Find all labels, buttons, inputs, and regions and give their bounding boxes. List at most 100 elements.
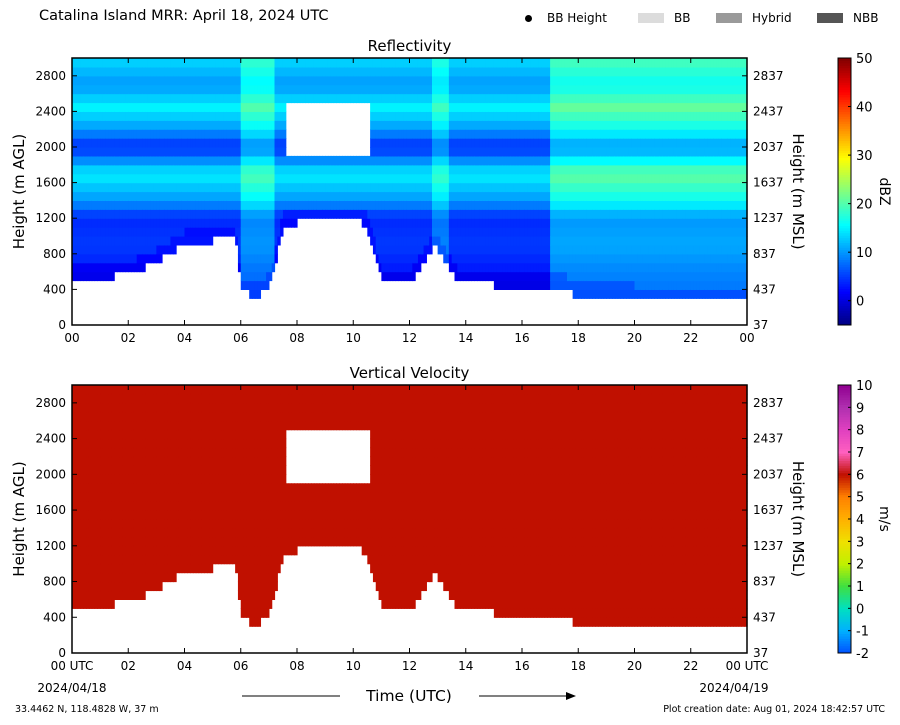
data-cell — [114, 236, 118, 246]
data-cell — [147, 58, 152, 68]
data-cell — [86, 182, 90, 193]
data-cell — [147, 93, 152, 104]
data-cell — [91, 102, 96, 112]
data-cell — [117, 182, 121, 193]
data-cell — [164, 209, 169, 219]
data-cell — [128, 102, 132, 112]
data-cell — [105, 164, 110, 175]
data-cell — [74, 138, 79, 148]
data-cell — [97, 155, 101, 166]
data-cell — [94, 102, 98, 112]
data-cell — [142, 200, 146, 210]
data-cell — [128, 236, 132, 246]
data-cell — [102, 155, 107, 166]
data-cell — [147, 120, 152, 130]
data-cell — [164, 111, 169, 121]
data-cell — [122, 244, 127, 255]
data-cell — [108, 191, 112, 201]
data-cell — [117, 164, 121, 175]
data-cell — [74, 182, 79, 193]
data-cell — [83, 244, 87, 255]
data-cell — [145, 66, 149, 77]
data-cell — [91, 182, 96, 193]
data-cell — [94, 218, 98, 228]
data-cell — [108, 129, 112, 139]
data-cell — [131, 209, 135, 219]
legend: BB Height BB Hybrid NBB — [520, 11, 890, 27]
data-cell — [94, 262, 98, 273]
data-cell — [80, 200, 84, 210]
data-cell — [145, 191, 149, 201]
data-cell — [153, 147, 157, 157]
data-cell — [136, 129, 141, 139]
data-cell — [153, 129, 157, 139]
data-cell — [153, 236, 157, 246]
data-cell — [164, 182, 169, 193]
data-cell — [83, 200, 87, 210]
data-cell — [100, 102, 104, 112]
data-cell — [117, 191, 121, 201]
data-cell — [159, 253, 163, 264]
data-cell — [100, 75, 104, 86]
data-cell — [167, 182, 172, 193]
data-cell — [282, 120, 287, 130]
data-cell — [162, 75, 166, 86]
data-cell — [145, 129, 149, 139]
data-cell — [72, 120, 76, 130]
data-cell — [74, 262, 79, 273]
data-cell — [94, 164, 98, 175]
data-cell — [97, 200, 101, 210]
data-cell — [167, 147, 172, 157]
data-cell — [100, 173, 104, 184]
data-cell — [102, 253, 107, 264]
data-cell — [86, 209, 90, 219]
data-cell — [125, 155, 129, 166]
data-cell — [119, 191, 124, 201]
data-cell — [88, 244, 93, 255]
data-cell — [156, 155, 160, 166]
data-cell — [164, 200, 169, 210]
data-cell — [83, 138, 87, 148]
hybrid-swatch-icon — [716, 13, 742, 23]
data-cell — [100, 182, 104, 193]
data-cell — [122, 93, 127, 104]
data-cell — [136, 164, 141, 175]
data-cell — [131, 182, 135, 193]
data-cell — [122, 200, 127, 210]
data-cell — [102, 58, 107, 68]
data-cell — [147, 84, 152, 95]
data-cell — [170, 227, 174, 237]
data-cell — [88, 93, 93, 104]
data-cell — [167, 164, 172, 175]
data-cell — [156, 191, 160, 201]
data-cell — [128, 209, 132, 219]
data-cell — [150, 147, 155, 157]
data-cell — [117, 218, 121, 228]
data-cell — [170, 218, 174, 228]
data-cell — [139, 164, 143, 175]
data-cell — [136, 147, 141, 157]
data-cell — [72, 111, 76, 121]
data-cell — [133, 173, 138, 184]
data-cell — [150, 120, 155, 130]
data-cell — [131, 75, 135, 86]
data-cell — [142, 58, 146, 68]
data-cell — [88, 66, 93, 77]
data-cell — [94, 227, 98, 237]
data-cell — [156, 58, 160, 68]
data-cell — [147, 218, 152, 228]
bb-swatch-icon — [638, 13, 664, 23]
data-cell — [131, 236, 135, 246]
data-cell — [77, 84, 82, 95]
data-cell — [117, 111, 121, 121]
data-cell — [108, 262, 112, 273]
data-cell — [164, 236, 169, 246]
data-cell — [147, 182, 152, 193]
data-cell — [167, 155, 172, 166]
data-cell — [167, 227, 172, 237]
data-cell — [145, 164, 149, 175]
data-cell — [74, 155, 79, 166]
data-cell — [122, 191, 127, 201]
data-cell — [136, 262, 141, 273]
data-cell — [97, 236, 101, 246]
